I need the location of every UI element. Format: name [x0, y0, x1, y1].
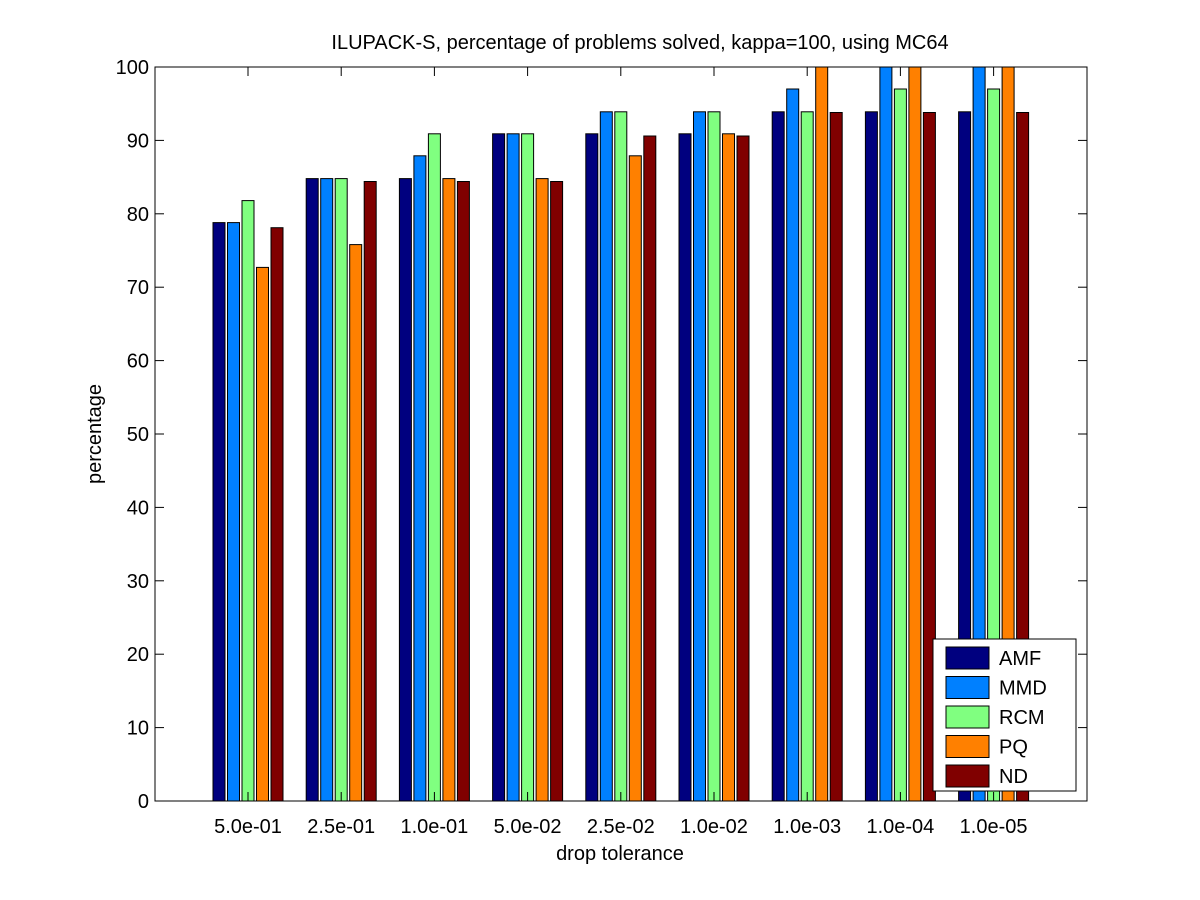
y-tick-label: 40: [127, 497, 149, 519]
bar-nd-1: [363, 181, 377, 802]
bar-mmd-6: [786, 88, 800, 802]
legend-label-mmd: MMD: [999, 678, 1047, 700]
x-tick-label: 2.5e-02: [587, 816, 655, 838]
y-tick-label: 30: [127, 571, 149, 593]
bar-nd-3: [550, 181, 564, 802]
legend-swatch-amf: [945, 646, 990, 670]
y-tick-label: 60: [127, 351, 149, 373]
bar-mmd-2: [413, 155, 427, 802]
x-axis-label: drop tolerance: [556, 843, 684, 865]
x-tick-label: 1.0e-04: [866, 816, 934, 838]
bar-mmd-1: [320, 178, 334, 802]
y-tick-label: 0: [138, 791, 149, 813]
bar-pq-0: [256, 266, 269, 802]
bar-pq-3: [535, 178, 549, 802]
y-axis-label: percentage: [84, 384, 106, 484]
bar-pq-5: [722, 133, 735, 802]
bar-amf-7: [864, 111, 878, 802]
y-tick-label: 70: [127, 277, 149, 299]
bar-amf-5: [678, 133, 692, 802]
bar-mmd-4: [599, 111, 613, 802]
y-tick-label: 80: [127, 204, 149, 226]
legend-label-pq: PQ: [999, 737, 1028, 759]
y-tick-label: 50: [127, 424, 149, 446]
bar-rcm-4: [614, 111, 628, 802]
bar-amf-3: [492, 133, 506, 802]
y-tick-label: 10: [127, 718, 149, 740]
bar-mmd-3: [506, 133, 520, 802]
bar-amf-0: [212, 222, 226, 802]
x-tick-label: 1.0e-02: [680, 816, 748, 838]
legend-swatch-nd: [945, 764, 990, 788]
bar-pq-6: [815, 66, 829, 802]
bar-nd-0: [270, 227, 284, 802]
x-tick-label: 5.0e-02: [494, 816, 562, 838]
legend-swatch-pq: [945, 735, 990, 758]
bar-rcm-7: [893, 88, 907, 802]
y-tick-label: 20: [127, 644, 149, 666]
bar-rcm-2: [427, 133, 441, 802]
bar-pq-1: [349, 244, 363, 802]
bar-pq-7: [908, 66, 922, 802]
legend: AMF MMD RCM PQ ND: [932, 638, 1077, 792]
legend-swatch-rcm: [945, 705, 990, 729]
plot-area: 0 10 20 30 40 50 60 70 80 90 100 5.0e-01 2.5e-01 1.0e…: [116, 57, 1088, 838]
x-tick-label: 1.0e-03: [773, 816, 841, 838]
y-tick-label: 90: [127, 130, 149, 152]
bar-rcm-6: [800, 111, 814, 802]
bar-nd-6: [829, 112, 843, 802]
bar-amf-1: [305, 178, 319, 802]
bar-pq-2: [442, 178, 456, 802]
bar-nd-5: [736, 135, 750, 802]
bar-amf-4: [585, 133, 599, 802]
y-tick-label: 100: [116, 57, 149, 79]
bar-amf-2: [398, 178, 412, 802]
x-tick-label: 1.0e-05: [960, 816, 1028, 838]
x-tick-label: 5.0e-01: [214, 816, 282, 838]
legend-swatch-mmd: [945, 676, 990, 699]
bar-mmd-5: [693, 111, 706, 802]
legend-label-nd: ND: [999, 766, 1028, 788]
bar-mmd-7: [879, 66, 893, 802]
chart-title: ILUPACK-S, percentage of problems solved…: [331, 32, 948, 54]
legend-label-rcm: RCM: [999, 707, 1045, 729]
bar-pq-4: [628, 155, 642, 802]
x-tick-label: 2.5e-01: [307, 816, 375, 838]
bar-amf-6: [771, 111, 785, 802]
bar-rcm-1: [334, 178, 348, 802]
bar-rcm-0: [241, 200, 255, 802]
legend-label-amf: AMF: [999, 648, 1041, 670]
bar-rcm-5: [707, 111, 721, 802]
bar-nd-4: [643, 135, 657, 802]
bar-rcm-3: [521, 133, 535, 802]
bar-mmd-0: [227, 222, 240, 802]
x-tick-label: 1.0e-01: [400, 816, 468, 838]
bar-nd-2: [456, 181, 470, 802]
